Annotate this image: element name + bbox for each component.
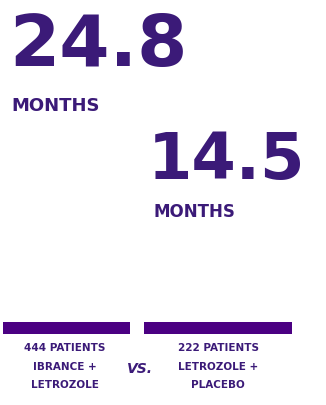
Text: MONTHS: MONTHS — [153, 202, 235, 220]
Text: VS.: VS. — [127, 361, 153, 375]
Text: PLACEBO: PLACEBO — [191, 379, 245, 390]
Text: IBRANCE +: IBRANCE + — [33, 361, 97, 371]
FancyBboxPatch shape — [144, 322, 292, 334]
Text: MONTHS: MONTHS — [12, 97, 100, 115]
Text: 14.5: 14.5 — [147, 130, 305, 192]
Text: 222 PATIENTS: 222 PATIENTS — [178, 342, 259, 352]
Text: LETROZOLE: LETROZOLE — [31, 379, 99, 390]
Text: LETROZOLE +: LETROZOLE + — [178, 361, 258, 371]
Text: 444 PATIENTS: 444 PATIENTS — [24, 342, 106, 352]
Text: 24.8: 24.8 — [9, 12, 187, 81]
FancyBboxPatch shape — [3, 322, 130, 334]
